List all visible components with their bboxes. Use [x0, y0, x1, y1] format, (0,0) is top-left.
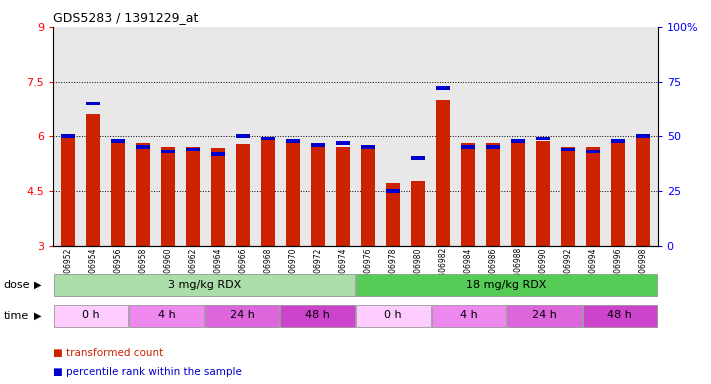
Bar [211, 152, 225, 156]
Bar [287, 139, 300, 142]
Bar [536, 137, 550, 140]
Bar [411, 181, 424, 246]
Text: 0 h: 0 h [82, 310, 100, 320]
Bar [61, 134, 75, 138]
Bar [137, 146, 150, 149]
Bar [205, 305, 279, 327]
Text: GDS5283 / 1391229_at: GDS5283 / 1391229_at [53, 12, 198, 25]
Bar [356, 305, 431, 327]
Bar [129, 305, 204, 327]
Bar [287, 143, 300, 246]
Bar [311, 143, 325, 147]
Text: ■ percentile rank within the sample: ■ percentile rank within the sample [53, 367, 242, 377]
Bar [636, 134, 650, 138]
Bar [186, 147, 200, 151]
Bar [486, 143, 500, 246]
Text: 24 h: 24 h [230, 310, 255, 320]
Text: 3 mg/kg RDX: 3 mg/kg RDX [168, 280, 241, 290]
Bar [582, 305, 657, 327]
Bar [561, 147, 574, 246]
Bar [356, 274, 657, 296]
Bar [311, 147, 325, 246]
Text: 24 h: 24 h [532, 310, 557, 320]
Bar [486, 146, 500, 149]
Bar [261, 138, 275, 246]
Bar [186, 147, 200, 246]
Bar [336, 141, 350, 145]
Bar [280, 305, 355, 327]
Bar [211, 148, 225, 246]
Bar [436, 86, 450, 90]
Bar [536, 141, 550, 246]
Bar [161, 147, 175, 246]
Bar [87, 114, 100, 246]
Text: ▶: ▶ [34, 280, 42, 290]
Bar [236, 134, 250, 138]
Text: time: time [4, 311, 29, 321]
Bar [386, 189, 400, 193]
Bar [161, 150, 175, 154]
Bar [586, 150, 599, 154]
Text: 0 h: 0 h [385, 310, 402, 320]
Text: 4 h: 4 h [460, 310, 478, 320]
Text: dose: dose [4, 280, 30, 290]
Bar [561, 147, 574, 151]
Text: ■ transformed count: ■ transformed count [53, 348, 164, 358]
Text: ▶: ▶ [34, 311, 42, 321]
Bar [611, 142, 624, 246]
Text: 4 h: 4 h [158, 310, 176, 320]
Bar [411, 156, 424, 160]
Text: 18 mg/kg RDX: 18 mg/kg RDX [466, 280, 547, 290]
Bar [511, 142, 525, 246]
Bar [54, 274, 355, 296]
Bar [54, 305, 129, 327]
Bar [61, 137, 75, 246]
Bar [137, 142, 150, 246]
Bar [432, 305, 506, 327]
Bar [636, 136, 650, 246]
Bar [261, 137, 275, 140]
Bar [361, 146, 375, 149]
Bar [112, 139, 125, 246]
Bar [507, 305, 582, 327]
Bar [112, 139, 125, 142]
Bar [586, 147, 599, 246]
Bar [436, 100, 450, 246]
Bar [386, 183, 400, 246]
Bar [511, 139, 525, 142]
Bar [611, 139, 624, 142]
Bar [461, 146, 475, 149]
Bar [87, 102, 100, 105]
Text: 48 h: 48 h [607, 310, 632, 320]
Bar [361, 147, 375, 246]
Bar [461, 143, 475, 246]
Bar [336, 147, 350, 246]
Bar [236, 144, 250, 246]
Text: 48 h: 48 h [305, 310, 330, 320]
